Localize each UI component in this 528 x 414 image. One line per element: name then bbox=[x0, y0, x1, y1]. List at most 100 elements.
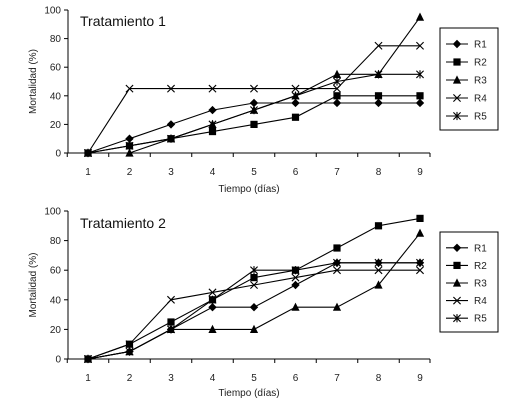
legend-item-r5: R5 bbox=[446, 112, 487, 123]
x-tick-label: 1 bbox=[85, 167, 91, 178]
data-point bbox=[125, 347, 134, 356]
data-point bbox=[167, 295, 175, 304]
legend-marker bbox=[452, 243, 462, 252]
data-point bbox=[374, 258, 383, 267]
data-point bbox=[415, 98, 425, 108]
data-point bbox=[125, 84, 134, 93]
legend-marker bbox=[453, 261, 461, 269]
x-tick-label: 4 bbox=[210, 373, 216, 384]
data-point bbox=[125, 340, 134, 349]
legend-item-r3: R3 bbox=[446, 278, 487, 290]
data-point bbox=[167, 84, 175, 93]
data-point bbox=[249, 303, 259, 312]
legend-item-r2: R2 bbox=[446, 261, 487, 272]
y-axis-title: Mortalidad (%) bbox=[28, 49, 39, 114]
data-point bbox=[415, 228, 425, 237]
x-tick-label: 9 bbox=[417, 167, 423, 178]
legend-label: R4 bbox=[474, 94, 487, 105]
x-tick-label: 8 bbox=[376, 167, 382, 178]
data-point bbox=[250, 120, 258, 128]
legend-item-r2: R2 bbox=[446, 58, 487, 69]
chart-title: Tratamiento 2 bbox=[80, 215, 166, 231]
data-point bbox=[208, 127, 217, 136]
data-point bbox=[374, 222, 383, 230]
legend-label: R3 bbox=[474, 279, 487, 290]
data-point bbox=[125, 134, 134, 143]
legend-marker bbox=[453, 58, 461, 66]
legend-item-r1: R1 bbox=[446, 40, 487, 51]
data-point bbox=[333, 77, 341, 86]
legend: R1 R2 R3 R4 R5 bbox=[439, 231, 499, 333]
data-point bbox=[250, 106, 258, 115]
data-point bbox=[208, 295, 217, 304]
x-tick-label: 3 bbox=[168, 373, 174, 384]
legend-box bbox=[439, 27, 499, 131]
y-tick-label: 0 bbox=[55, 355, 61, 366]
data-point bbox=[291, 98, 300, 108]
data-point bbox=[333, 258, 341, 267]
data-point bbox=[250, 266, 258, 275]
data-point bbox=[416, 266, 424, 275]
data-point bbox=[250, 281, 258, 289]
data-point bbox=[416, 92, 424, 100]
legend-label: R2 bbox=[474, 58, 487, 69]
data-point bbox=[250, 84, 258, 93]
x-tick-label: 6 bbox=[293, 373, 299, 384]
chart-panel-1: 0 20 40 60 80 100 1 2 3 4 5 6 7 8 9 Tratamiento 1 Tiempo… bbox=[28, 6, 499, 195]
series-r5 bbox=[84, 70, 424, 158]
data-point bbox=[208, 288, 217, 297]
data-point bbox=[332, 302, 342, 311]
chart-panel-2: 0 20 40 60 80 100 1 2 3 4 5 6 7 8 9 Tratamiento 2 Tiempo… bbox=[28, 207, 499, 399]
x-tick-label: 8 bbox=[376, 373, 382, 384]
data-point bbox=[84, 354, 92, 364]
series-r3 bbox=[83, 12, 425, 157]
series-line bbox=[87, 269, 420, 360]
series-line bbox=[88, 16, 421, 154]
data-point bbox=[416, 258, 424, 267]
chart-title: Tratamiento 1 bbox=[80, 13, 166, 29]
data-point bbox=[374, 70, 383, 79]
legend-marker bbox=[453, 94, 461, 102]
data-point bbox=[249, 98, 259, 108]
x-axis-title: Tiempo (días) bbox=[218, 388, 279, 399]
data-point bbox=[208, 105, 217, 115]
legend-marker bbox=[452, 278, 462, 287]
legend-label: R1 bbox=[474, 40, 487, 51]
legend-item-r1: R1 bbox=[446, 243, 487, 254]
data-point bbox=[374, 280, 383, 289]
legend-label: R5 bbox=[474, 314, 487, 325]
data-point bbox=[208, 84, 217, 93]
data-point bbox=[374, 92, 383, 100]
legend-item-r4: R4 bbox=[446, 296, 487, 307]
data-point bbox=[125, 141, 134, 150]
data-point bbox=[166, 120, 176, 129]
x-tick-label: 6 bbox=[293, 167, 299, 178]
y-tick-label: 60 bbox=[50, 63, 62, 74]
data-point bbox=[249, 324, 259, 333]
y-tick-label: 0 bbox=[55, 149, 61, 160]
data-point bbox=[291, 280, 300, 290]
y-tick-label: 20 bbox=[50, 325, 62, 336]
series-r3 bbox=[83, 228, 425, 363]
data-point bbox=[415, 12, 425, 21]
data-point bbox=[167, 318, 175, 326]
series-line bbox=[87, 217, 421, 360]
x-tick-label: 9 bbox=[417, 373, 423, 384]
legend-label: R4 bbox=[474, 296, 487, 307]
data-point bbox=[208, 324, 217, 333]
data-point bbox=[291, 266, 300, 275]
data-point bbox=[416, 214, 424, 222]
y-tick-label: 60 bbox=[50, 266, 62, 277]
data-point bbox=[291, 84, 300, 93]
data-point bbox=[208, 303, 217, 312]
data-point bbox=[332, 69, 342, 78]
legend-label: R3 bbox=[474, 76, 487, 87]
y-tick-label: 100 bbox=[44, 6, 61, 17]
y-tick-label: 100 bbox=[44, 207, 61, 218]
data-point bbox=[374, 266, 383, 275]
data-point bbox=[208, 120, 217, 129]
legend-box bbox=[439, 231, 499, 333]
data-point bbox=[291, 113, 300, 121]
